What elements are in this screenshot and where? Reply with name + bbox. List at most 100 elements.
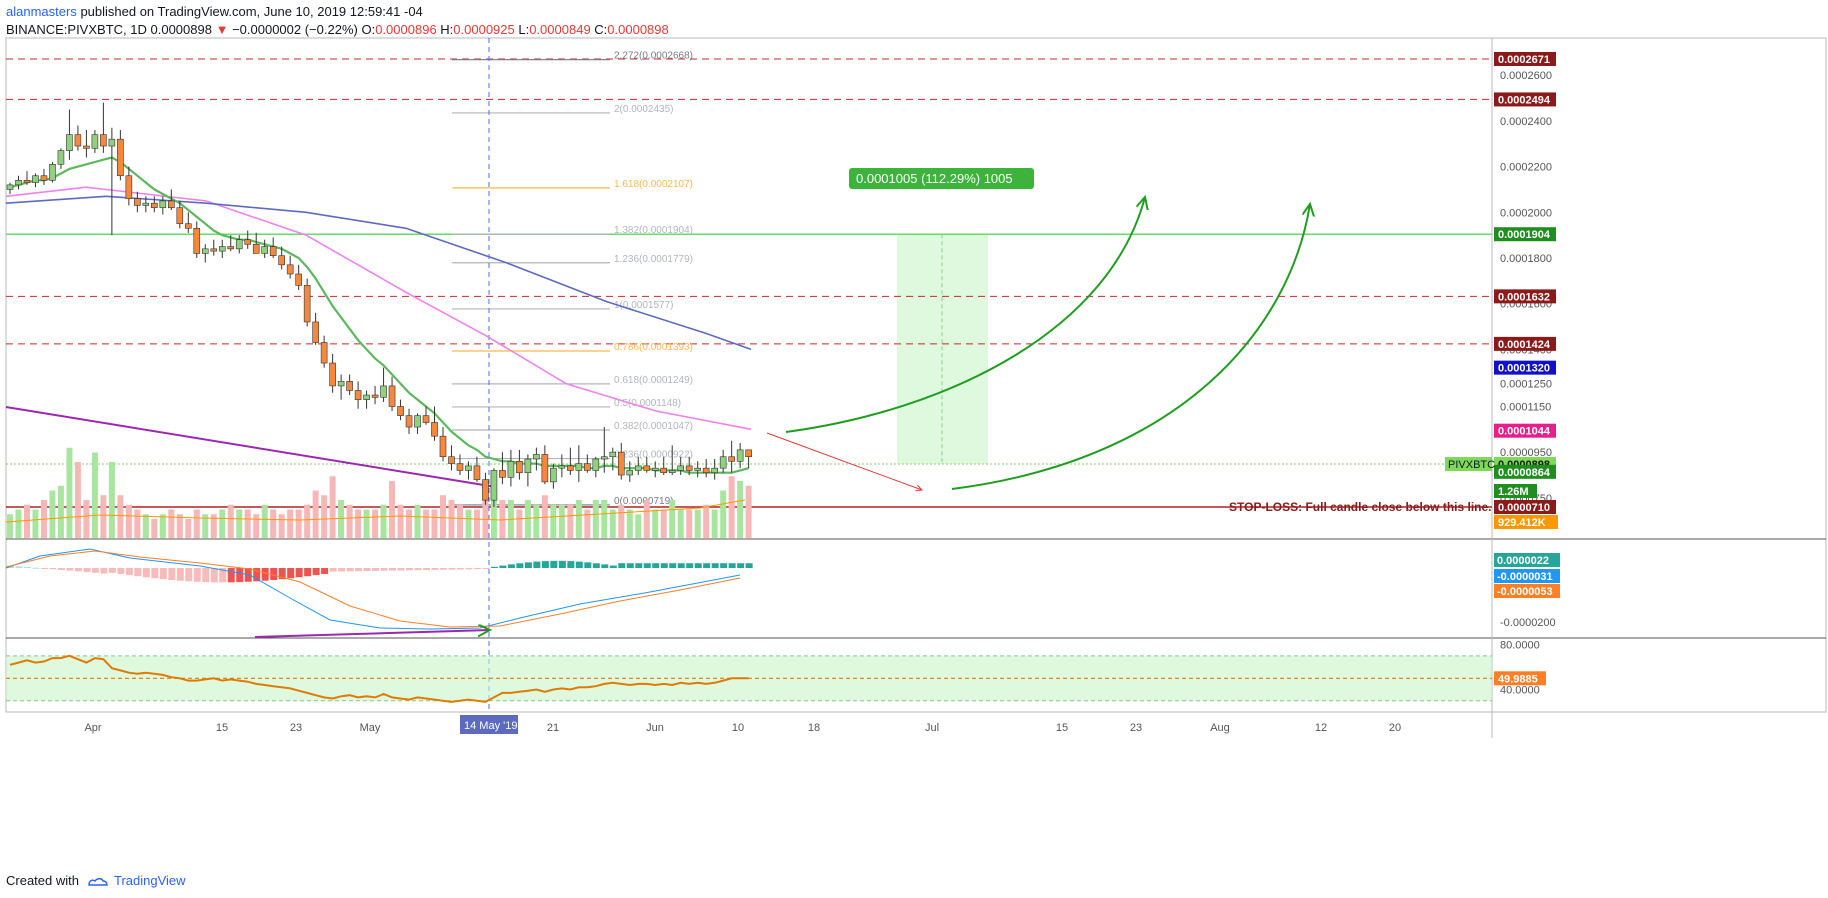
- volume-bar: [499, 500, 506, 538]
- candle-body: [702, 467, 710, 474]
- candle-body: [482, 479, 489, 501]
- candle-body: [719, 456, 727, 469]
- candle-body: [728, 456, 735, 462]
- date-marker-label: 14 May '19: [464, 720, 517, 732]
- macd-histogram-bar: [32, 567, 40, 569]
- macd-histogram-bar: [516, 563, 524, 568]
- tradingview-link[interactable]: TradingView: [114, 873, 186, 888]
- candle-body: [465, 465, 472, 471]
- volume-axis-tag-text: 929.412K: [1498, 517, 1546, 529]
- fib-level-label: 1.618(0.0002107): [614, 179, 693, 190]
- price-axis-tag: [1494, 360, 1556, 375]
- macd-histogram-bar: [151, 568, 159, 579]
- candle-body: [218, 246, 226, 252]
- volume-bar: [686, 509, 693, 538]
- stop-loss-text: STOP-LOSS: Full candle close below this …: [1229, 500, 1492, 514]
- volume-axis-tag: [1494, 515, 1558, 529]
- macd-histogram-bar: [669, 563, 677, 568]
- price-tick-label: 0.0001250: [1500, 379, 1552, 391]
- volume-bar: [558, 504, 565, 538]
- symbol-tag-box: [1445, 457, 1492, 472]
- candle-body: [142, 202, 150, 206]
- drop-arrow: [766, 432, 922, 490]
- volume-bar: [431, 509, 438, 538]
- macd-histogram-bar: [66, 568, 74, 571]
- macd-histogram-bar: [210, 568, 218, 583]
- candle-body: [337, 381, 345, 387]
- macd-histogram-bar: [321, 568, 329, 574]
- volume-bar: [74, 462, 81, 538]
- candle-body: [312, 321, 319, 343]
- candle-body: [125, 175, 133, 199]
- time-axis-label: 20: [1389, 722, 1401, 734]
- price-tick-label: 0.0002200: [1500, 162, 1552, 174]
- volume-bar: [66, 447, 73, 538]
- time-axis-label: 23: [290, 722, 302, 734]
- macd-axis-tag-text: 0.0000022: [1497, 555, 1549, 567]
- volume-bar: [202, 514, 209, 538]
- volume-bar: [737, 481, 744, 538]
- candle-body: [456, 463, 464, 471]
- fib-level-label: 0.236(0.0000922): [614, 450, 693, 461]
- macd-axis-tag: [1494, 584, 1560, 598]
- fib-level-label: 2.272(0.0002668): [614, 51, 693, 62]
- low-label: L:: [518, 22, 530, 37]
- candle-body: [74, 134, 82, 147]
- volume-bar: [32, 509, 39, 538]
- price-axis-tag: [1494, 500, 1556, 514]
- macd-histogram-bar: [677, 563, 685, 568]
- macd-histogram-bar: [406, 568, 414, 571]
- candle-body: [405, 415, 413, 428]
- volume-bar: [592, 500, 599, 538]
- macd-histogram-bar: [397, 568, 405, 571]
- macd-histogram-bar: [431, 568, 439, 570]
- volume-bar: [677, 509, 684, 538]
- candle-body: [711, 467, 718, 474]
- price-axis-tag: [1494, 92, 1556, 107]
- volume-bar: [465, 509, 472, 538]
- candle-body: [634, 465, 642, 471]
- macd-histogram-bar: [728, 563, 736, 568]
- macd-histogram-bar: [287, 568, 295, 579]
- price-axis-tag-text: 0.0000710: [1498, 502, 1550, 514]
- macd-histogram-bar: [567, 561, 575, 568]
- macd-axis-tag-text: -0.0000053: [1497, 586, 1553, 598]
- candle-body: [176, 207, 184, 225]
- volume-bar: [176, 514, 183, 538]
- macd-axis-tag: [1494, 553, 1560, 567]
- fib-level-label: 0.618(0.0001249): [614, 375, 693, 386]
- macd-histogram-bar: [159, 568, 167, 580]
- macd-histogram-bar: [414, 568, 422, 571]
- macd-tick-label: -0.0000200: [1500, 617, 1556, 629]
- macd-histogram-bar: [745, 563, 753, 568]
- volume-bar: [23, 504, 30, 538]
- candle-body: [660, 467, 668, 474]
- high-label: H:: [440, 22, 454, 37]
- candle-body: [388, 385, 396, 407]
- candle-body: [736, 449, 744, 462]
- time-axis-label: Jun: [646, 722, 664, 734]
- price-axis-tag-text: 0.0001904: [1498, 229, 1551, 241]
- volume-bar: [575, 500, 582, 538]
- volume-bar: [397, 504, 404, 538]
- projection-arrow: [785, 197, 1145, 433]
- candle-body: [371, 394, 379, 398]
- volume-bar: [516, 509, 523, 538]
- macd-histogram-bar: [134, 568, 142, 577]
- author-link[interactable]: alanmasters: [6, 4, 77, 19]
- chart-canvas[interactable]: 2.272(0.0002668) 2(0.0002435) 1.618(0.0002…: [0, 0, 1828, 870]
- high-value: 0.0000925: [453, 22, 515, 37]
- macd-histogram-bar: [355, 568, 363, 572]
- candle-body: [83, 145, 90, 149]
- candle-body: [193, 227, 201, 254]
- price-axis-tag-text: 0.0001424: [1498, 339, 1551, 351]
- macd-histogram-bar: [253, 568, 261, 582]
- macd-histogram-bar: [550, 560, 558, 568]
- volume-bar: [168, 509, 175, 538]
- macd-histogram-bar: [533, 561, 541, 568]
- volume-bar: [363, 509, 370, 538]
- macd-histogram-bar: [448, 568, 456, 570]
- macd-axis-tag-text: -0.0000031: [1497, 571, 1553, 583]
- candle-body: [32, 175, 39, 183]
- candle-body: [533, 454, 540, 460]
